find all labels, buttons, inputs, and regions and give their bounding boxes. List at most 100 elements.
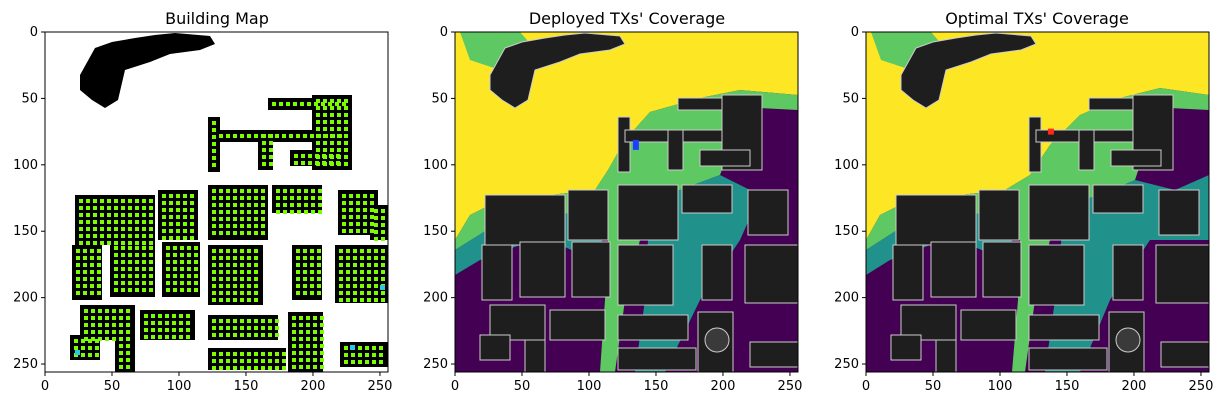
- grid-point: [219, 203, 223, 207]
- grid-point: [358, 353, 362, 357]
- grid-point: [112, 323, 116, 327]
- grid-point: [128, 234, 132, 238]
- grid-point: [322, 161, 326, 165]
- grid-point: [183, 194, 187, 198]
- y-tick-label: 250: [423, 357, 448, 372]
- grid-point: [79, 234, 83, 238]
- grid-point: [212, 333, 216, 337]
- grid-point: [158, 335, 162, 339]
- grid-point: [121, 253, 125, 257]
- building: [890, 334, 922, 361]
- grid-point: [212, 277, 216, 281]
- grid-point: [165, 314, 169, 318]
- grid-point: [363, 229, 367, 233]
- building: [1028, 184, 1090, 241]
- building: [667, 129, 684, 171]
- grid-point: [240, 263, 244, 267]
- grid-point: [121, 267, 125, 271]
- grid-point: [337, 148, 341, 152]
- grid-point: [292, 351, 296, 355]
- grid-point: [289, 134, 293, 138]
- grid-point: [318, 210, 322, 214]
- grid-point: [142, 241, 146, 245]
- grid-point: [275, 352, 279, 356]
- grid-point: [262, 148, 266, 152]
- grid-point: [303, 256, 307, 260]
- grid-point: [149, 246, 153, 250]
- grid-point: [360, 284, 364, 288]
- grid-point: [306, 323, 310, 327]
- grid-point: [308, 154, 312, 158]
- grid-point: [212, 135, 216, 139]
- grid-point: [212, 142, 216, 146]
- highlight-point: [75, 350, 80, 355]
- grid-point: [330, 106, 334, 110]
- x-tick-label: 150: [644, 379, 669, 394]
- grid-point: [240, 359, 244, 363]
- grid-point: [269, 141, 273, 145]
- grid-point: [329, 161, 333, 165]
- grid-point: [360, 270, 364, 274]
- grid-point: [83, 263, 87, 267]
- grid-point: [247, 319, 251, 323]
- grid-point: [381, 230, 385, 234]
- grid-point: [365, 346, 369, 350]
- grid-point: [81, 346, 85, 350]
- grid-point: [149, 281, 153, 285]
- grid-point: [233, 196, 237, 200]
- building-cluster: [900, 32, 1037, 109]
- grid-point: [212, 189, 216, 193]
- grid-point: [306, 351, 310, 355]
- grid-point: [365, 353, 369, 357]
- grid-point: [360, 249, 364, 253]
- highlight-point: [350, 345, 355, 350]
- grid-point: [344, 360, 348, 364]
- grid-point: [381, 223, 385, 227]
- grid-point: [372, 360, 376, 364]
- grid-point: [212, 319, 216, 323]
- grid-point: [282, 359, 286, 363]
- grid-point: [212, 149, 216, 153]
- grid-point: [317, 256, 321, 260]
- grid-point: [339, 263, 343, 267]
- grid-point: [183, 215, 187, 219]
- grid-point: [135, 253, 139, 257]
- grid-point: [233, 203, 237, 207]
- grid-point: [179, 321, 183, 325]
- grid-point: [91, 309, 95, 313]
- grid-point: [254, 366, 258, 370]
- grid-point: [315, 161, 319, 165]
- grid-point: [381, 270, 385, 274]
- grid-point: [212, 256, 216, 260]
- grid-point: [254, 359, 258, 363]
- grid-point: [226, 196, 230, 200]
- grid-point: [105, 337, 109, 341]
- grid-point: [98, 316, 102, 320]
- grid-point: [339, 284, 343, 288]
- grid-point: [135, 227, 139, 231]
- grid-point: [219, 277, 223, 281]
- grid-point: [247, 326, 251, 330]
- panel-title: Optimal TXs' Coverage: [945, 9, 1129, 28]
- grid-point: [219, 352, 223, 356]
- grid-point: [261, 231, 265, 235]
- grid-point: [374, 249, 378, 253]
- grid-point: [303, 263, 307, 267]
- grid-point: [93, 213, 97, 217]
- panel-optimal-coverage: Optimal TXs' Coverage: [834, 9, 1213, 394]
- grid-point: [97, 291, 101, 295]
- axes-frame: [865, 31, 1210, 373]
- grid-point: [240, 203, 244, 207]
- grid-point: [381, 291, 385, 295]
- grid-point: [88, 339, 92, 343]
- grid-point: [91, 323, 95, 327]
- grid-point: [346, 291, 350, 295]
- grid-point: [90, 249, 94, 253]
- grid-point: [176, 222, 180, 226]
- grid-point: [367, 256, 371, 260]
- building: [749, 341, 799, 368]
- grid-point: [76, 270, 80, 274]
- building: [1112, 244, 1144, 301]
- grid-point: [149, 274, 153, 278]
